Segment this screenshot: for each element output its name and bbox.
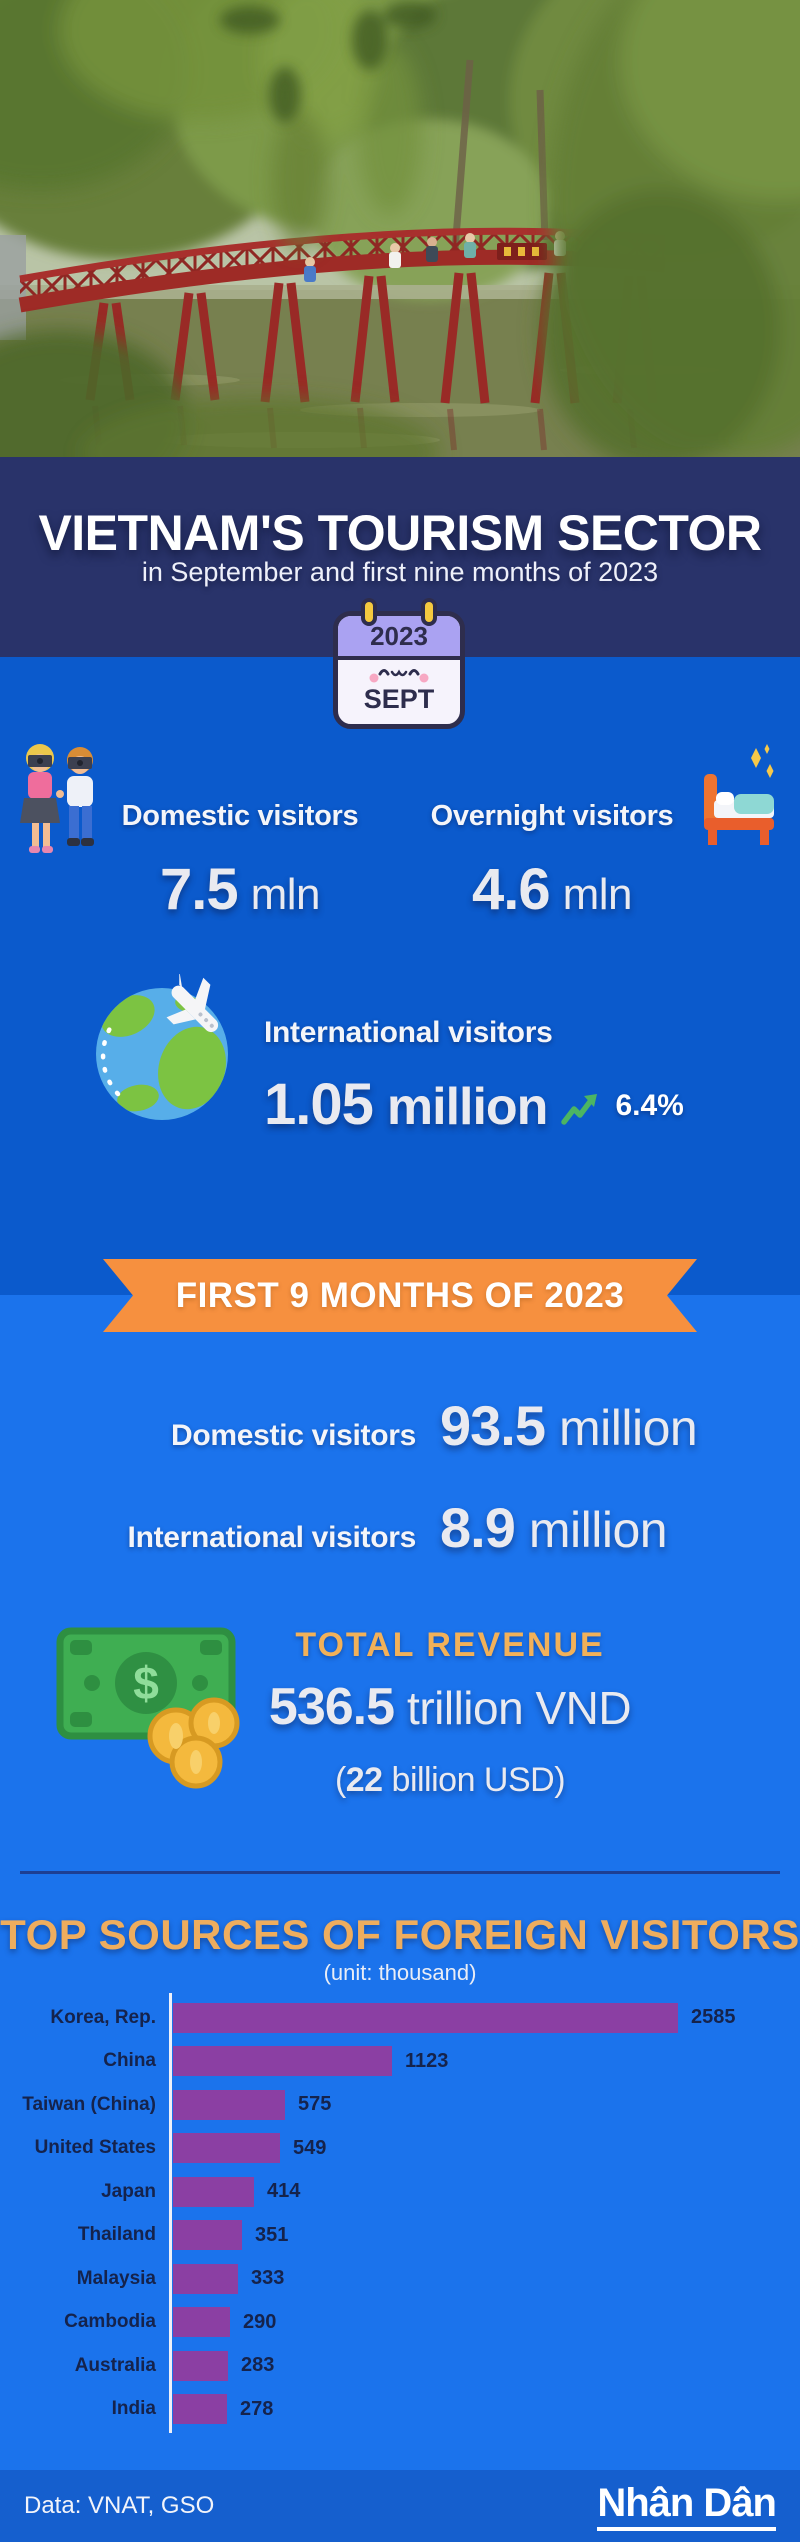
nine-months-section-background bbox=[0, 1295, 800, 2470]
svg-text:$: $ bbox=[133, 1657, 159, 1709]
nine-months-domestic-row: Domestic visitors 93.5 million bbox=[0, 1396, 800, 1457]
total-revenue-block: TOTAL REVENUE 536.5 trillion VND (22 bil… bbox=[100, 1628, 800, 1798]
globe-airplane-icon bbox=[96, 974, 228, 1120]
chart-category-label: United States bbox=[34, 2137, 156, 2159]
calendar-face bbox=[338, 660, 460, 684]
chart-category-label: Malaysia bbox=[76, 2267, 156, 2289]
international-growth-percent: 6.4% bbox=[615, 1088, 684, 1122]
bed-icon bbox=[704, 744, 774, 845]
chart-row: Taiwan (China) 575 bbox=[0, 2083, 800, 2127]
calendar-month: SEPT bbox=[363, 684, 435, 714]
calendar-peg bbox=[361, 598, 377, 626]
tourist-couple-icon bbox=[20, 744, 94, 853]
chart-value-label: 414 bbox=[267, 2180, 301, 2203]
chart-row: Malaysia 333 bbox=[0, 2257, 800, 2301]
chart-bar bbox=[173, 2089, 285, 2120]
usd-unit: billion USD) bbox=[382, 1761, 566, 1799]
nine-months-international-value: 8.9 bbox=[440, 1496, 516, 1559]
chart-value-label: 549 bbox=[293, 2136, 327, 2159]
chart-row: Cambodia 290 bbox=[0, 2301, 800, 2345]
chart-value-label: 283 bbox=[241, 2354, 275, 2377]
international-visitors-stat: International visitors 1.05 million 6.4% bbox=[264, 1016, 684, 1137]
chart-category-label: Cambodia bbox=[64, 2311, 156, 2333]
total-revenue-heading: TOTAL REVENUE bbox=[295, 1626, 605, 1664]
page-title: VIETNAM'S TOURISM SECTOR bbox=[38, 505, 762, 561]
calendar-peg bbox=[421, 598, 437, 626]
chart-category-label: China bbox=[103, 2050, 156, 2072]
domestic-visitors-stat: Domestic visitors 7.5 mln bbox=[108, 800, 372, 921]
section-divider bbox=[20, 1871, 780, 1874]
chart-row: India 278 bbox=[0, 2388, 800, 2432]
nhan-dan-logo: Nhân Dân bbox=[597, 2482, 777, 2531]
chart-category-label: Korea, Rep. bbox=[50, 2006, 156, 2028]
chart-category-label: India bbox=[111, 2398, 156, 2420]
domestic-visitors-value: 7.5 bbox=[159, 857, 239, 922]
chart-row: Australia 283 bbox=[0, 2344, 800, 2388]
chart-row: Korea, Rep. 2585 bbox=[0, 1996, 800, 2040]
chart-bar bbox=[173, 2046, 392, 2077]
chart-category-label: Thailand bbox=[77, 2224, 156, 2246]
chart-row: Japan 414 bbox=[0, 2170, 800, 2214]
overnight-visitors-unit: mln bbox=[562, 870, 633, 919]
chart-bar bbox=[173, 2002, 678, 2033]
chart-bar bbox=[173, 2176, 254, 2207]
chart-value-label: 2585 bbox=[691, 2006, 736, 2029]
chart-value-label: 351 bbox=[255, 2223, 289, 2246]
calendar-icon: 2023 SEPT bbox=[333, 598, 467, 734]
calendar-year: 2023 bbox=[338, 616, 460, 660]
calendar-body: 2023 SEPT bbox=[333, 611, 465, 729]
international-visitors-unit: million bbox=[386, 1078, 549, 1136]
chart-value-label: 575 bbox=[298, 2093, 332, 2116]
chart-category-label: Taiwan (China) bbox=[22, 2093, 156, 2115]
chart-row: China 1123 bbox=[0, 2040, 800, 2084]
data-source-note: Data: VNAT, GSO bbox=[24, 2492, 215, 2519]
page-subtitle: in September and first nine months of 20… bbox=[141, 557, 659, 587]
chart-bar bbox=[173, 2394, 227, 2425]
footer-bar: Data: VNAT, GSO Nhân Dân bbox=[0, 2470, 800, 2542]
total-revenue-usd: (22 billion USD) bbox=[100, 1762, 800, 1798]
trend-up-icon bbox=[561, 1093, 598, 1125]
september-section-background bbox=[0, 657, 800, 1295]
chart-value-label: 1123 bbox=[405, 2049, 449, 2072]
domestic-visitors-unit: mln bbox=[250, 870, 321, 919]
chart-bar bbox=[173, 2133, 280, 2164]
nine-months-international-label: International visitors bbox=[127, 1521, 417, 1554]
overnight-visitors-label: Overnight visitors bbox=[430, 800, 674, 832]
total-revenue-value: 536.5 bbox=[268, 1678, 395, 1736]
chart-axis-line bbox=[169, 1993, 172, 2433]
nine-months-banner: FIRST 9 MONTHS OF 2023 bbox=[103, 1259, 697, 1332]
chart-category-label: Australia bbox=[74, 2354, 156, 2376]
chart-unit-note: (unit: thousand) bbox=[323, 1960, 477, 1985]
nine-months-domestic-label: Domestic visitors bbox=[171, 1419, 416, 1452]
nine-months-banner-label: FIRST 9 MONTHS OF 2023 bbox=[175, 1275, 625, 1315]
chart-category-label: Japan bbox=[101, 2180, 156, 2202]
bar-chart-rows: Korea, Rep. 2585 China 1123 Taiwan (China) 57… bbox=[0, 1996, 800, 2431]
chart-bar bbox=[173, 2350, 228, 2381]
chart-value-label: 333 bbox=[251, 2267, 285, 2290]
overnight-visitors-stat: Overnight visitors 4.6 mln bbox=[408, 800, 696, 921]
money-icon: $ bbox=[56, 1627, 240, 1789]
nine-months-domestic-unit: million bbox=[559, 1400, 698, 1456]
chart-bar bbox=[173, 2263, 238, 2294]
chart-value-label: 278 bbox=[240, 2397, 274, 2420]
nine-months-domestic-value: 93.5 bbox=[440, 1394, 546, 1457]
foreign-visitors-bar-chart: Korea, Rep. 2585 China 1123 Taiwan (China) 57… bbox=[0, 1993, 800, 2433]
domestic-visitors-label: Domestic visitors bbox=[121, 800, 359, 832]
hero-photo-bridge bbox=[0, 0, 800, 457]
overnight-visitors-value: 4.6 bbox=[471, 857, 551, 922]
chart-title: TOP SOURCES OF FOREIGN VISITORS bbox=[0, 1911, 800, 1958]
chart-value-label: 290 bbox=[243, 2310, 277, 2333]
nine-months-international-row: International visitors 8.9 million bbox=[0, 1498, 800, 1559]
chart-bar bbox=[173, 2220, 242, 2251]
usd-open-paren: ( bbox=[334, 1761, 346, 1799]
international-visitors-value: 1.05 bbox=[264, 1072, 374, 1137]
chart-bar bbox=[173, 2307, 230, 2338]
total-revenue-unit: trillion VND bbox=[407, 1682, 632, 1734]
nine-months-international-unit: million bbox=[528, 1502, 668, 1558]
chart-row: Thailand 351 bbox=[0, 2214, 800, 2258]
chart-row: United States 549 bbox=[0, 2127, 800, 2171]
international-visitors-label: International visitors bbox=[264, 1016, 553, 1049]
usd-value: 22 bbox=[345, 1761, 383, 1799]
